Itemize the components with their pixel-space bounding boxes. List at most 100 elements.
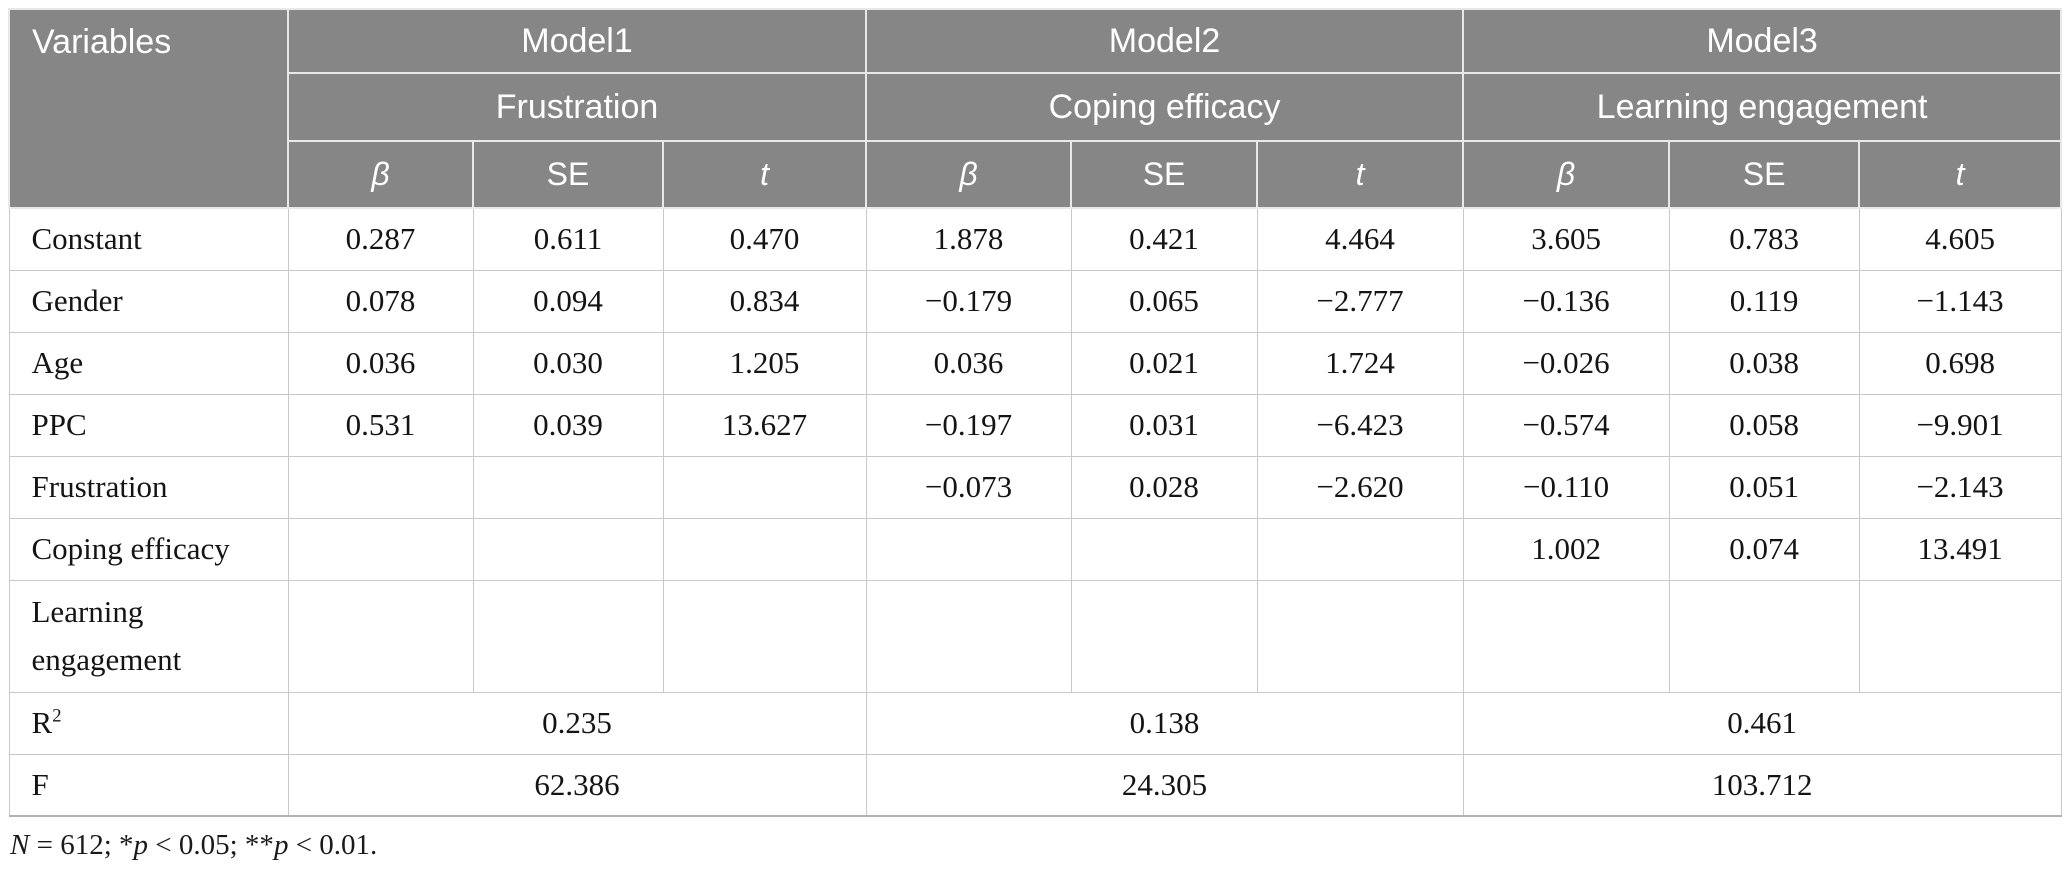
value-cell [1256, 579, 1464, 693]
value-cell: 0.065 [1070, 269, 1258, 333]
value-cell: −0.110 [1462, 455, 1670, 519]
value-cell [662, 517, 867, 581]
table-row: Constant 0.287 0.611 0.470 1.878 0.421 4.464 3.… [8, 207, 2062, 271]
value-cell: 0.036 [865, 331, 1072, 395]
model-header-row: Variables Model1 Model2 Model3 [8, 8, 2063, 209]
summary-value-cell: 62.386 [287, 753, 867, 817]
value-cell: −6.423 [1256, 393, 1464, 457]
value-cell [287, 579, 474, 693]
stat-header-t: t [1858, 140, 2063, 209]
summary-value-cell: 0.461 [1462, 691, 2062, 755]
row-label: Age [8, 331, 289, 395]
footnote-p: p [273, 829, 289, 861]
value-cell: 13.627 [662, 393, 867, 457]
value-cell: −2.620 [1256, 455, 1464, 519]
value-cell: 0.421 [1070, 207, 1258, 271]
paper-table-figure: Variables Model1 Model2 Model3 Frustrati… [8, 8, 2063, 862]
model1-header: Model1 [286, 8, 868, 74]
value-cell [1462, 579, 1670, 693]
stat-header-beta: β [1462, 140, 1671, 209]
value-cell: 0.074 [1668, 517, 1860, 581]
table-header: Variables Model1 Model2 Model3 Frustrati… [8, 8, 2063, 209]
value-cell [865, 579, 1072, 693]
value-cell [662, 579, 867, 693]
value-cell [472, 579, 664, 693]
value-cell: 1.724 [1256, 331, 1464, 395]
value-cell: 13.491 [1858, 517, 2062, 581]
row-label: Gender [8, 269, 289, 333]
value-cell [472, 455, 664, 519]
stat-header-beta: β [287, 140, 474, 209]
value-cell: 0.698 [1858, 331, 2062, 395]
value-cell: 0.036 [287, 331, 474, 395]
footnote-text: < 0.05; ** [148, 829, 274, 861]
value-cell [662, 455, 867, 519]
stat-header-beta: β [865, 140, 1073, 209]
value-cell [287, 517, 474, 581]
table-row: PPC 0.531 0.039 13.627 −0.197 0.031 −6.423 −0.5… [8, 393, 2062, 457]
value-cell: 0.021 [1070, 331, 1258, 395]
row-label: Learning engagement [8, 579, 289, 693]
value-cell: 0.028 [1070, 455, 1258, 519]
stat-header-t: t [661, 140, 868, 209]
table-footnote: N = 612; *p < 0.05; **p < 0.01. [8, 829, 2060, 862]
model3-dv-header: Learning engagement [1462, 72, 2063, 142]
dependent-variable-header-row: Frustration Coping efficacy Learning eng… [9, 72, 2063, 142]
value-cell: 0.611 [472, 207, 664, 271]
row-label: PPC [8, 393, 289, 457]
model2-header: Model2 [865, 8, 1465, 74]
row-label: Frustration [8, 455, 289, 519]
value-cell: −0.073 [865, 455, 1072, 519]
summary-value-cell: 0.235 [287, 691, 867, 755]
stat-header-se: SE [1668, 140, 1861, 209]
row-label: R2 [8, 691, 289, 755]
value-cell: −0.179 [865, 269, 1072, 333]
value-cell [1668, 579, 1860, 693]
stat-header-row: β SE t β SE t β SE t [9, 140, 2063, 209]
model1-dv-header: Frustration [286, 72, 868, 142]
value-cell: −2.143 [1858, 455, 2062, 519]
value-cell: −2.777 [1256, 269, 1464, 333]
footnote-text: = 612; * [29, 829, 134, 861]
table-row: Age 0.036 0.030 1.205 0.036 0.021 1.724 −0.026 0… [8, 331, 2062, 395]
value-cell: 0.051 [1668, 455, 1860, 519]
model3-header: Model3 [1462, 8, 2063, 74]
value-cell: 0.031 [1070, 393, 1258, 457]
table-row: Learning engagement [8, 579, 2062, 693]
value-cell: 0.030 [472, 331, 664, 395]
footnote-p: p [133, 829, 149, 861]
value-cell [472, 517, 664, 581]
value-cell: −0.574 [1462, 393, 1670, 457]
value-cell: −1.143 [1858, 269, 2062, 333]
stat-header-t: t [1256, 140, 1465, 209]
value-cell: 0.039 [472, 393, 664, 457]
table-body: Constant 0.287 0.611 0.470 1.878 0.421 4.464 3.… [8, 207, 2062, 817]
row-label-superscript: 2 [52, 705, 62, 727]
value-cell: −0.197 [865, 393, 1072, 457]
value-cell: 0.287 [287, 207, 474, 271]
summary-value-cell: 24.305 [865, 753, 1464, 817]
variables-header: Variables [8, 8, 289, 209]
stat-header-se: SE [1070, 140, 1259, 209]
footnote-text: < 0.01. [288, 829, 378, 861]
summary-value-cell: 103.712 [1462, 753, 2062, 817]
value-cell: −9.901 [1858, 393, 2062, 457]
table-row: Frustration −0.073 0.028 −2.620 −0.110 0.051−… [8, 455, 2062, 519]
value-cell: 0.078 [287, 269, 474, 333]
value-cell: 0.531 [287, 393, 474, 457]
value-cell: −0.136 [1462, 269, 1670, 333]
value-cell: 0.834 [662, 269, 867, 333]
value-cell: −0.026 [1462, 331, 1670, 395]
value-cell: 4.605 [1858, 207, 2062, 271]
model2-dv-header: Coping efficacy [865, 72, 1465, 142]
summary-value-cell: 0.138 [865, 691, 1464, 755]
value-cell: 1.205 [662, 331, 867, 395]
table-row: Gender 0.078 0.094 0.834 −0.179 0.065 −2.777 −0… [8, 269, 2062, 333]
value-cell [287, 455, 474, 519]
value-cell: 1.878 [865, 207, 1072, 271]
summary-row: F 62.386 24.305 103.712 [8, 753, 2062, 817]
value-cell [1858, 579, 2062, 693]
stat-header-se: SE [472, 140, 664, 209]
value-cell [1070, 517, 1258, 581]
value-cell: 3.605 [1462, 207, 1670, 271]
